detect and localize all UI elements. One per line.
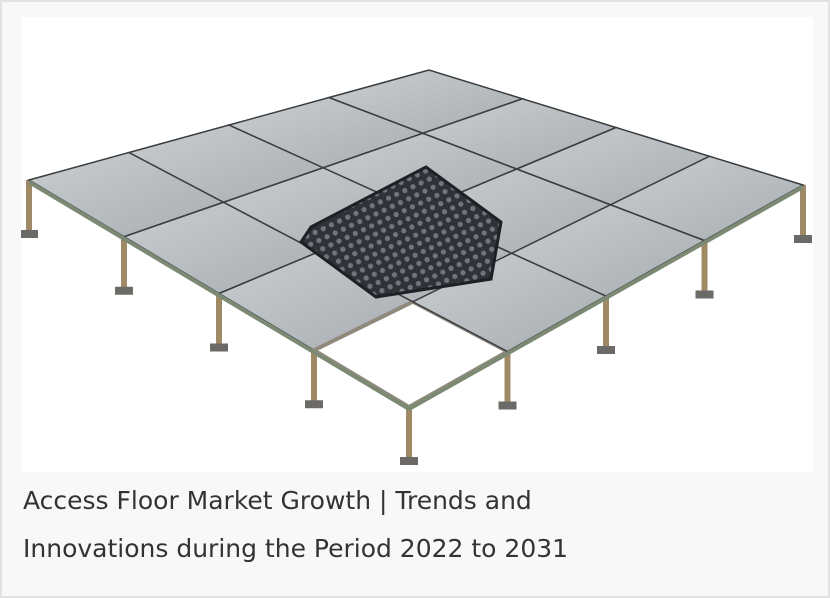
pedestal-base	[400, 457, 418, 465]
floor-tiles	[27, 69, 805, 411]
caption-line: Innovations during the Period 2022 to 20…	[23, 534, 569, 563]
access-floor-photo	[21, 17, 813, 472]
pedestal-base	[597, 346, 615, 354]
pedestal-base	[21, 230, 38, 238]
caption-line: Access Floor Market Growth | Trends and	[23, 486, 532, 515]
pedestal-base	[498, 401, 517, 410]
floor-edge	[27, 180, 411, 411]
pedestal-base	[210, 343, 228, 352]
tile	[608, 155, 805, 242]
caption: Access Floor Market Growth | Trends and …	[23, 477, 813, 573]
pedestal-base	[794, 235, 812, 243]
pedestal-base	[115, 286, 133, 295]
pedestal-base	[305, 400, 323, 409]
perforated-panel	[298, 165, 503, 299]
pedestal-base	[695, 290, 714, 299]
floor-edge	[408, 185, 804, 411]
